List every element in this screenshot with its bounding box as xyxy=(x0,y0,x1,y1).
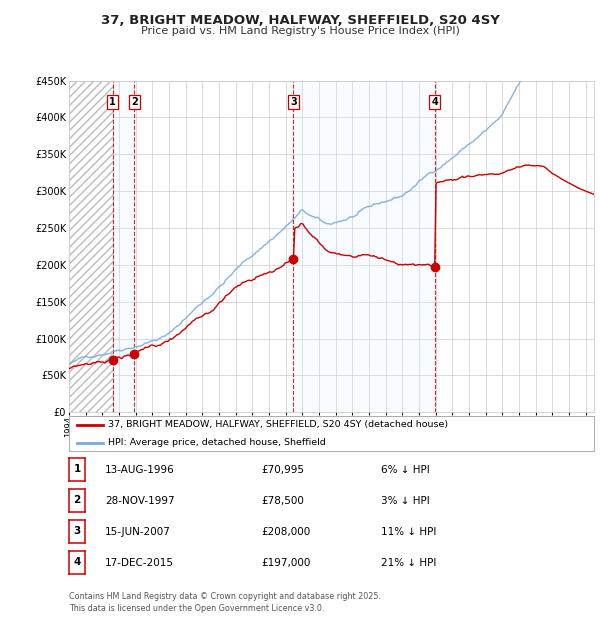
Text: 6% ↓ HPI: 6% ↓ HPI xyxy=(381,465,430,475)
Text: £208,000: £208,000 xyxy=(261,527,310,537)
Text: £78,500: £78,500 xyxy=(261,496,304,506)
Text: 11% ↓ HPI: 11% ↓ HPI xyxy=(381,527,436,537)
Text: 1: 1 xyxy=(109,97,116,107)
Text: 3: 3 xyxy=(290,97,296,107)
Text: 2: 2 xyxy=(73,495,80,505)
Text: 3: 3 xyxy=(73,526,80,536)
Text: 37, BRIGHT MEADOW, HALFWAY, SHEFFIELD, S20 4SY (detached house): 37, BRIGHT MEADOW, HALFWAY, SHEFFIELD, S… xyxy=(109,420,449,430)
Text: 4: 4 xyxy=(431,97,439,107)
Text: Price paid vs. HM Land Registry's House Price Index (HPI): Price paid vs. HM Land Registry's House … xyxy=(140,26,460,36)
Bar xyxy=(293,81,435,412)
Text: 17-DEC-2015: 17-DEC-2015 xyxy=(105,558,174,568)
Text: Contains HM Land Registry data © Crown copyright and database right 2025.
This d: Contains HM Land Registry data © Crown c… xyxy=(69,591,381,613)
Text: £70,995: £70,995 xyxy=(261,465,304,475)
Text: 13-AUG-1996: 13-AUG-1996 xyxy=(105,465,175,475)
Text: 37, BRIGHT MEADOW, HALFWAY, SHEFFIELD, S20 4SY: 37, BRIGHT MEADOW, HALFWAY, SHEFFIELD, S… xyxy=(101,14,499,27)
Text: 21% ↓ HPI: 21% ↓ HPI xyxy=(381,558,436,568)
Text: 1: 1 xyxy=(73,464,80,474)
Bar xyxy=(113,81,134,412)
Text: HPI: Average price, detached house, Sheffield: HPI: Average price, detached house, Shef… xyxy=(109,438,326,447)
Text: 15-JUN-2007: 15-JUN-2007 xyxy=(105,527,171,537)
Text: 3% ↓ HPI: 3% ↓ HPI xyxy=(381,496,430,506)
Text: 28-NOV-1997: 28-NOV-1997 xyxy=(105,496,175,506)
Text: 4: 4 xyxy=(73,557,80,567)
Text: £197,000: £197,000 xyxy=(261,558,310,568)
Text: 2: 2 xyxy=(131,97,137,107)
